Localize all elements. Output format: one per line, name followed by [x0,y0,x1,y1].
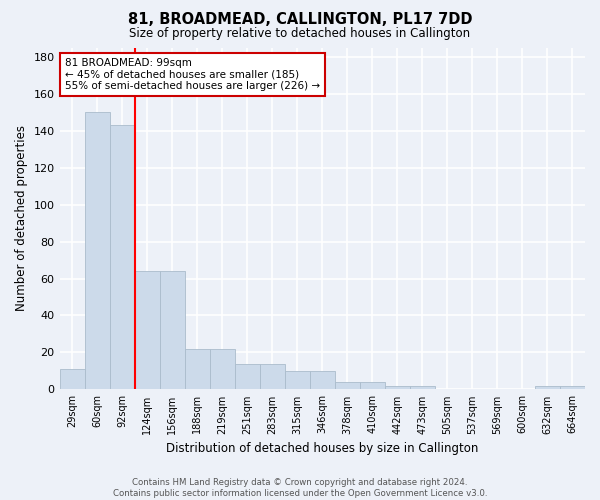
Bar [560,386,585,390]
Bar [410,386,435,390]
Bar [160,271,185,390]
Bar [535,386,560,390]
Bar [235,364,260,390]
Bar [285,371,310,390]
X-axis label: Distribution of detached houses by size in Callington: Distribution of detached houses by size … [166,442,478,455]
Text: 81 BROADMEAD: 99sqm
← 45% of detached houses are smaller (185)
55% of semi-detac: 81 BROADMEAD: 99sqm ← 45% of detached ho… [65,58,320,91]
Bar [385,386,410,390]
Text: Size of property relative to detached houses in Callington: Size of property relative to detached ho… [130,28,470,40]
Bar [360,382,385,390]
Bar [134,271,160,390]
Bar [185,349,209,390]
Bar [59,369,85,390]
Bar [310,371,335,390]
Bar [85,112,110,390]
Text: Contains HM Land Registry data © Crown copyright and database right 2024.
Contai: Contains HM Land Registry data © Crown c… [113,478,487,498]
Bar [110,125,134,390]
Bar [260,364,285,390]
Y-axis label: Number of detached properties: Number of detached properties [15,126,28,312]
Bar [209,349,235,390]
Text: 81, BROADMEAD, CALLINGTON, PL17 7DD: 81, BROADMEAD, CALLINGTON, PL17 7DD [128,12,472,28]
Bar [335,382,360,390]
